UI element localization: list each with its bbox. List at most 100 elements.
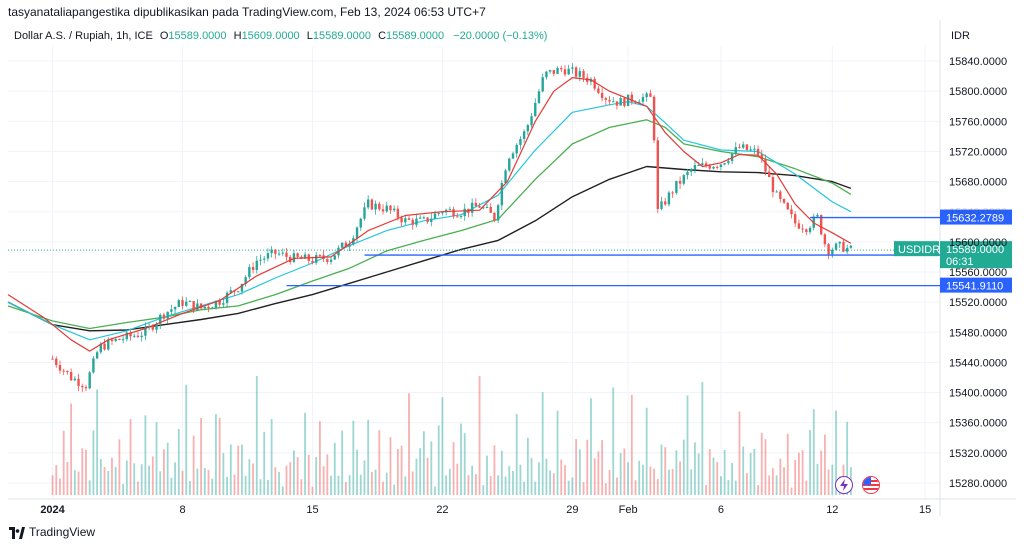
candle-body [537, 91, 541, 103]
volume-bar [259, 479, 262, 495]
volume-bar [419, 448, 422, 495]
volume-bar [545, 458, 548, 495]
candle-body [263, 258, 266, 260]
candle-body [831, 249, 834, 255]
candle-body [378, 203, 381, 210]
symbol-title[interactable]: Dollar A.S. / Rupiah, 1h, ICE [14, 30, 153, 42]
volume-bar [356, 449, 358, 495]
candle-body [600, 92, 604, 99]
candle-body [370, 199, 374, 210]
candle-body [701, 163, 704, 166]
candle-body [159, 314, 162, 324]
candle-body [348, 244, 351, 247]
volume-bar [549, 470, 552, 495]
candle-body [181, 300, 184, 306]
candle-body [359, 218, 362, 228]
candle-body [574, 67, 578, 77]
candle-body [511, 153, 515, 159]
candle-body [229, 290, 232, 293]
candle-body [615, 101, 619, 106]
volume-bar [267, 479, 269, 495]
candle-body [690, 169, 693, 172]
volume-bar [538, 462, 540, 495]
volume-bar [311, 486, 314, 495]
candle-body [704, 163, 708, 166]
volume-bar [107, 471, 110, 495]
volume-bar [270, 418, 273, 495]
us-flag-icon[interactable] [862, 476, 880, 494]
symbol-badge-bg [894, 241, 939, 257]
volume-bar [408, 393, 410, 495]
candle-body [84, 387, 88, 389]
volume-bar [835, 410, 837, 495]
volume-bar [471, 465, 474, 495]
volume-bar [823, 434, 826, 495]
candle-body [697, 165, 700, 167]
volume-bar [51, 475, 54, 495]
volume-bar [177, 429, 180, 495]
candle-body [270, 249, 273, 254]
candle-body [170, 309, 173, 312]
volume-bar [541, 392, 544, 495]
candle-body [578, 71, 582, 77]
volume-bar [805, 480, 808, 495]
volume-bar [809, 429, 811, 495]
candle-body [240, 283, 244, 292]
volume-bar [463, 433, 466, 495]
volume-bar [679, 461, 681, 495]
volume-bar [73, 470, 76, 495]
currency-label[interactable]: IDR [951, 30, 970, 42]
high-value: 15609.0000 [241, 30, 300, 42]
candle-body [612, 101, 615, 103]
volume-bar [281, 486, 284, 495]
candle-body [556, 68, 559, 74]
candle-body [660, 201, 663, 210]
candle-body [426, 217, 429, 222]
volume-bar [612, 387, 615, 495]
volume-bar [694, 442, 696, 495]
price-tick-label: 15320.0000 [949, 448, 1007, 460]
candle-body [485, 206, 489, 208]
volume-bar [382, 481, 384, 495]
candle-body [496, 205, 500, 221]
open-key: O [159, 30, 169, 42]
volume-bar [790, 487, 793, 495]
volume-bar [757, 485, 759, 495]
volume-bar [575, 439, 578, 495]
candle-body [656, 140, 660, 210]
candle-body [738, 147, 741, 149]
candle-body [214, 300, 218, 308]
candle-body [441, 212, 444, 214]
volume-bar [159, 471, 162, 495]
tradingview-brand[interactable]: TradingView [9, 525, 95, 539]
volume-bar [601, 440, 604, 495]
volume-bar [564, 465, 566, 495]
volume-bar [237, 445, 240, 495]
volume-bar [668, 469, 670, 495]
candle-body [716, 166, 719, 168]
candle-body [196, 303, 199, 311]
candle-body [73, 378, 77, 381]
volume-bar [523, 481, 526, 495]
candle-body [374, 203, 377, 210]
candle-body [430, 218, 433, 222]
volume-bar [344, 482, 347, 495]
candle-body [62, 370, 65, 372]
volume-bar [174, 462, 176, 495]
candle-body [548, 70, 552, 72]
volume-bar [248, 459, 251, 495]
candle-body [188, 301, 192, 303]
volume-bar [411, 471, 414, 495]
candle-body [385, 205, 388, 212]
volume-bar [166, 442, 169, 495]
candle-body [95, 352, 99, 359]
volume-bar [526, 437, 529, 495]
lightning-icon[interactable] [835, 476, 853, 494]
change-value: −20.0000 (−0.13%) [453, 30, 548, 42]
candle-body [745, 144, 749, 150]
volume-bar [794, 459, 797, 495]
candle-body [392, 208, 396, 211]
volume-bar [200, 418, 202, 495]
candle-body [652, 96, 656, 141]
